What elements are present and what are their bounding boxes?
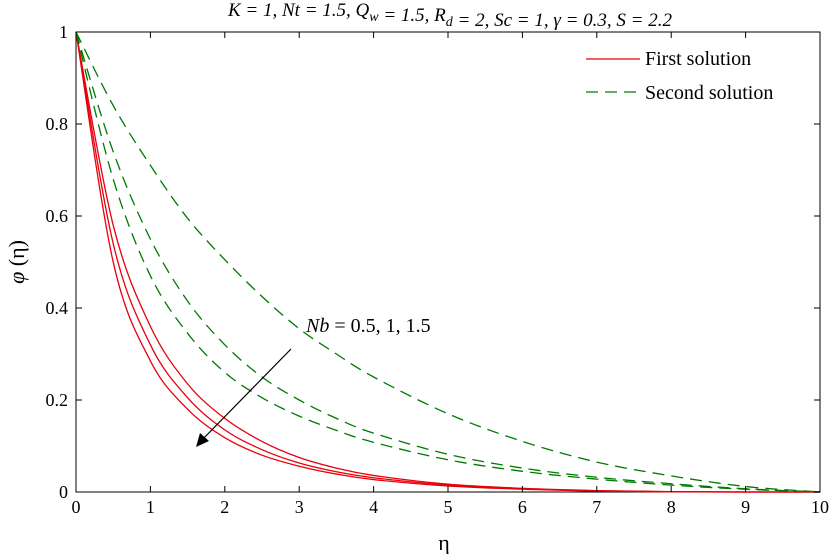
legend-label-first: First solution [645, 48, 751, 70]
annotation-arrowhead [196, 433, 209, 447]
legend: First solution Second solution [586, 48, 773, 104]
annotation-text: Nb = 0.5, 1, 1.5 [305, 315, 431, 337]
x-tick-label: 0 [72, 497, 81, 517]
annotation-arrow-shaft [199, 348, 292, 443]
y-tick-label: 0.8 [46, 114, 69, 134]
series-lines [75, 31, 821, 493]
x-tick-label: 4 [369, 497, 378, 517]
y-tick-label: 0 [59, 482, 68, 502]
x-tick-label: 6 [518, 497, 527, 517]
x-tick-label: 10 [811, 497, 829, 517]
x-tick-label: 8 [667, 497, 676, 517]
chart-title: K = 1, Nt = 1.5, Qw = 1.5, Rd = 2, Sc = … [227, 0, 672, 31]
x-tick-label: 5 [444, 497, 453, 517]
y-tick-label: 0.2 [46, 390, 69, 410]
x-tick-label: 2 [220, 497, 229, 517]
y-tick-label: 0.4 [46, 298, 69, 318]
x-axis-label: η [438, 530, 450, 554]
nb-annotation: Nb = 0.5, 1, 1.5 [196, 315, 431, 447]
x-tick-label: 9 [741, 497, 750, 517]
y-axis-label: φ (η) [4, 240, 29, 284]
second-solution-line-nb-0_5 [75, 31, 821, 493]
x-tick-label: 3 [295, 497, 304, 517]
y-tick-label: 0.6 [46, 206, 69, 226]
axis-ticks: 0 1 2 3 4 5 6 7 8 9 10 0 0.2 0.4 0.6 0.8 1 [46, 22, 830, 517]
y-tick-label: 1 [59, 22, 68, 42]
x-tick-label: 1 [146, 497, 155, 517]
first-solution-line-nb-1_5 [75, 31, 821, 493]
plot-area: 0 1 2 3 4 5 6 7 8 9 10 0 0.2 0.4 0.6 0.8 1 [46, 22, 830, 517]
second-solution-line-nb-1_5 [75, 31, 821, 493]
second-solution-line-nb-1 [75, 31, 821, 493]
x-tick-label: 7 [592, 497, 601, 517]
legend-label-second: Second solution [645, 82, 773, 104]
